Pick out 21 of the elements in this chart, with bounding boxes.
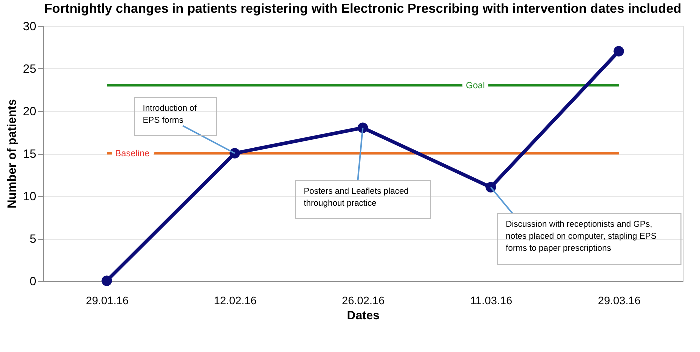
y-tick-label: 20	[23, 104, 37, 118]
x-tick-label: 29.01.16	[86, 296, 129, 308]
annotation: Discussion with receptionists and GPs, notes placed on computer, stapling EPS forms to paper prescriptions	[506, 219, 658, 253]
x-tick-label: 11.03.16	[470, 296, 513, 308]
chart-title: Fortnightly changes in patients registering with Electronic Prescribing with intervention dates included	[44, 1, 682, 16]
point	[614, 46, 624, 57]
x-tick-label: 26.02.16	[342, 296, 385, 308]
x-tick-label: 29.03.16	[598, 296, 641, 308]
point	[102, 276, 112, 286]
x-axis-title: Dates	[347, 308, 380, 322]
y-axis-title: Number of patients	[5, 99, 20, 209]
y-tick-label: 10	[23, 190, 37, 204]
annotation: Introduction of EPS forms	[143, 103, 198, 125]
y-tick-label: 5	[30, 232, 37, 246]
y-tick-label: 30	[23, 20, 37, 34]
x-tick-label: 12.02.16	[214, 296, 257, 308]
annotation: Posters and Leaflets placed throughout practice	[304, 186, 410, 208]
y-tick-label: 15	[23, 147, 37, 161]
y-tick-label: 0	[30, 274, 37, 288]
y-tick-label: 25	[23, 62, 37, 76]
ref-line-label: Baseline	[115, 148, 150, 158]
